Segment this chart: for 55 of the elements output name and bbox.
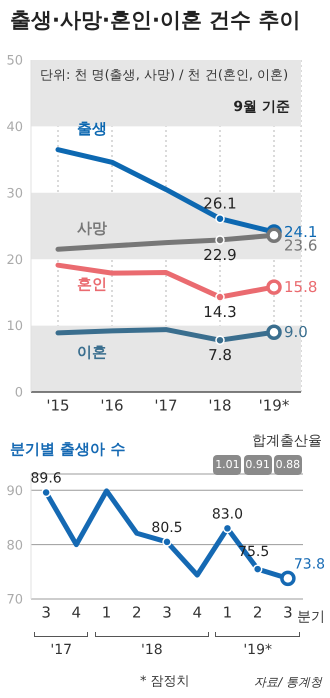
text: '19* bbox=[242, 642, 273, 658]
x-tick-label: '19* bbox=[258, 396, 290, 415]
annotation: 단위: 천 명(출생, 사망) / 천 건(혼인, 이혼) bbox=[40, 67, 288, 84]
x-tick-label: 1 bbox=[102, 604, 112, 622]
y-tick-label: 30 bbox=[6, 186, 23, 202]
text: 0.91 bbox=[244, 455, 272, 475]
y-tick-label: 90 bbox=[6, 484, 23, 499]
data-label: 26.1 bbox=[203, 194, 237, 213]
text: 0.88 bbox=[274, 455, 302, 475]
series-label: 사망 bbox=[77, 219, 107, 238]
point bbox=[162, 537, 172, 547]
x-tick-label: 2 bbox=[132, 604, 142, 622]
y-tick-label: 40 bbox=[6, 120, 23, 136]
x-tick-label: '17 bbox=[154, 396, 178, 415]
y-tick-label: 80 bbox=[6, 538, 23, 554]
x-tick-label: '15 bbox=[46, 396, 70, 415]
chart-title: 분기별 출생아 수 bbox=[10, 440, 126, 459]
x-tick-label: 3 bbox=[283, 604, 293, 622]
point bbox=[222, 524, 232, 534]
data-label: 73.8 bbox=[294, 556, 326, 572]
data-label: 83.0 bbox=[212, 506, 244, 522]
y-tick-label: 70 bbox=[6, 592, 23, 608]
x-tick-label: '16 bbox=[100, 396, 124, 415]
data-label: 22.9 bbox=[203, 246, 237, 264]
x-tick-label: 4 bbox=[72, 604, 82, 622]
text: 자료/ 통계청 bbox=[254, 674, 322, 691]
annotation: 9월 기준 bbox=[233, 98, 290, 116]
x-tick-label: '18 bbox=[208, 396, 232, 415]
data-label: 7.8 bbox=[208, 346, 232, 364]
data-label: 14.3 bbox=[203, 303, 237, 322]
text: * 잠정치 bbox=[140, 673, 190, 690]
y-tick-label: 10 bbox=[6, 319, 23, 334]
x-tick-label: 3 bbox=[162, 604, 172, 622]
series-label: 출생 bbox=[77, 120, 107, 138]
text: '17 bbox=[49, 642, 74, 658]
x-tick-label: 2 bbox=[252, 604, 262, 622]
point bbox=[41, 488, 51, 498]
chart-title: 출생·사망·혼인·이혼 건수 추이 bbox=[10, 7, 301, 34]
x-axis-title: 분기 bbox=[297, 608, 325, 626]
text: 1.01 bbox=[213, 455, 242, 475]
text: 합계출산율 bbox=[252, 432, 322, 450]
point bbox=[252, 564, 262, 574]
data-label: 15.8 bbox=[284, 278, 318, 296]
x-tick-label: 4 bbox=[192, 604, 202, 622]
text: '18 bbox=[140, 642, 164, 658]
data-label: 9.0 bbox=[284, 323, 308, 342]
x-tick-label: 1 bbox=[222, 604, 232, 622]
series-label: 이혼 bbox=[77, 342, 107, 361]
y-tick-label: 50 bbox=[6, 54, 23, 69]
data-label: 89.6 bbox=[30, 470, 62, 486]
x-tick-label: 3 bbox=[41, 604, 51, 622]
y-tick-label: 20 bbox=[6, 252, 23, 268]
series-label: 혼인 bbox=[77, 275, 107, 294]
y-tick-label: 0 bbox=[14, 386, 23, 401]
data-label: 80.5 bbox=[151, 520, 183, 536]
